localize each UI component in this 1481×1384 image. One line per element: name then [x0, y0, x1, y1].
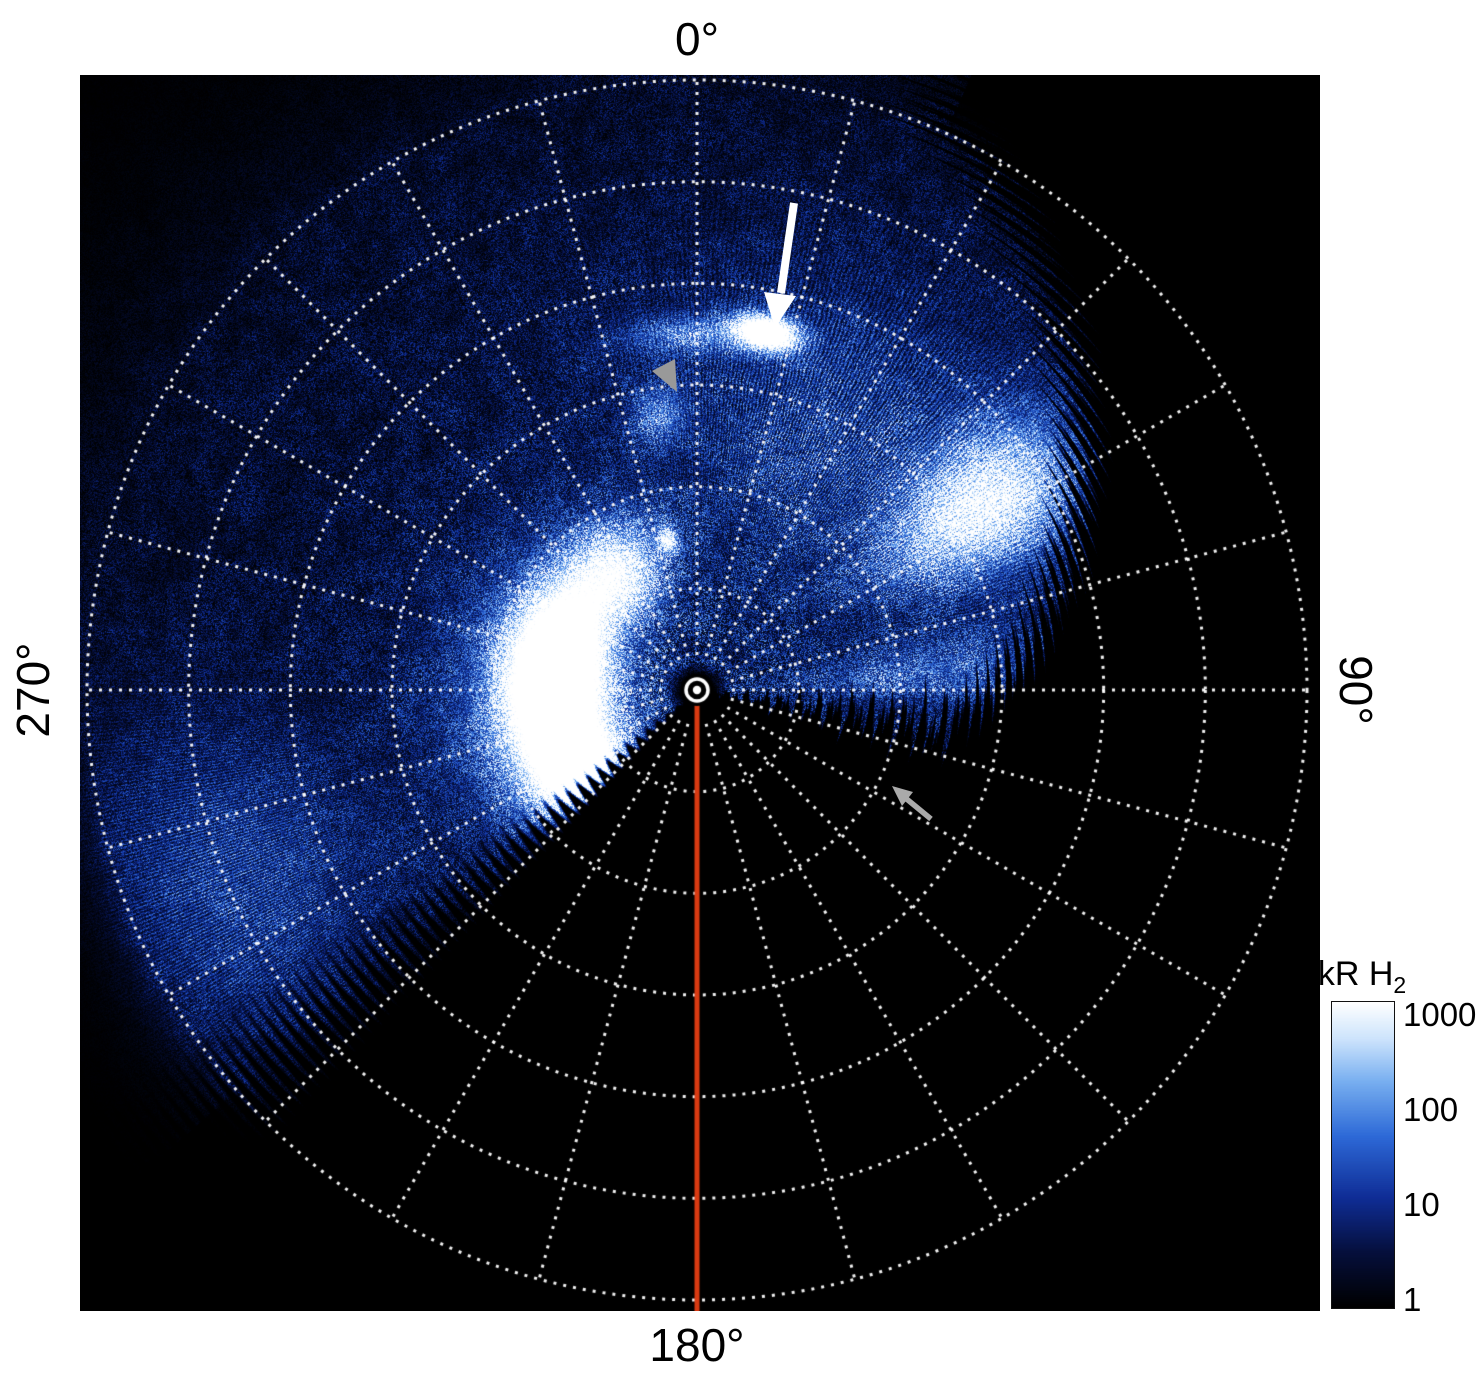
angle-label-90: 90° — [1329, 655, 1383, 725]
colorbar-tick-1000: 1000 — [1403, 998, 1476, 1032]
aurora-map-canvas — [80, 75, 1320, 1311]
colorbar-title-sub: 2 — [1393, 972, 1406, 998]
colorbar-gradient — [1331, 1001, 1395, 1309]
colorbar: kR H2 1000 100 10 1 — [1300, 955, 1481, 1325]
colorbar-title-main: kR H — [1318, 955, 1394, 993]
colorbar-tick-10: 10 — [1403, 1188, 1440, 1222]
angle-label-180: 180° — [649, 1318, 744, 1372]
polar-plot-area — [80, 75, 1320, 1311]
colorbar-title: kR H2 — [1318, 955, 1406, 999]
page: { "figure": { "angle_labels": { "top": "… — [0, 0, 1481, 1384]
colorbar-tick-100: 100 — [1403, 1093, 1458, 1127]
angle-label-270: 270° — [6, 642, 60, 737]
angle-label-0: 0° — [675, 12, 719, 66]
colorbar-tick-1: 1 — [1403, 1283, 1421, 1317]
